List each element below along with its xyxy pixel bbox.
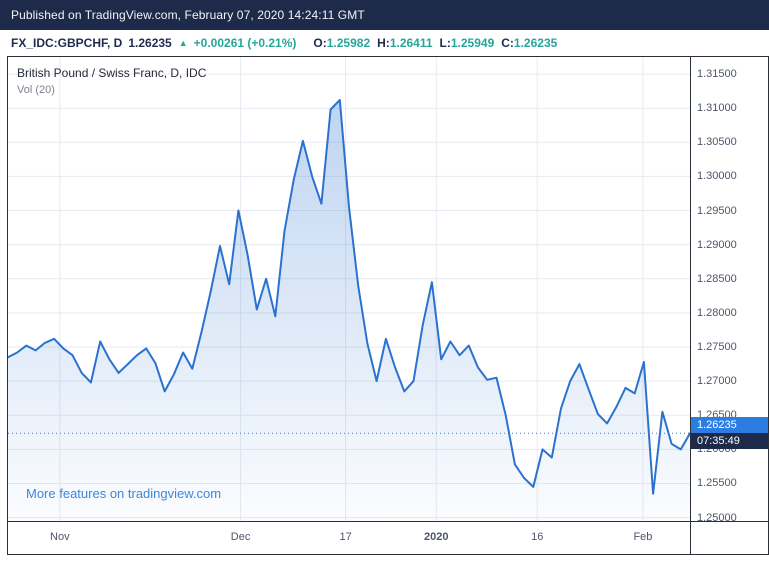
ohlc-high: H:1.26411 (377, 36, 432, 50)
ohlc-low-label: L: (439, 36, 451, 50)
time-scale-axis[interactable]: Nov Dec 17 2020 16 Feb (8, 521, 690, 554)
price-tick-label: 1.28500 (697, 272, 737, 285)
ohlc-low: L:1.25949 (440, 36, 495, 50)
symbol-name[interactable]: FX_IDC:GBPCHF, D (11, 36, 123, 50)
ohlc-high-label: H: (377, 36, 390, 50)
price-change: +0.00261 (+0.21%) (193, 36, 297, 50)
price-tick-label: 1.31500 (697, 68, 737, 81)
time-tick-label: 2020 (424, 531, 449, 543)
price-tick-label: 1.30500 (697, 136, 737, 149)
ohlc-close-label: C: (501, 36, 514, 50)
time-tick-label: Nov (50, 531, 70, 543)
price-tick-label: 1.25500 (697, 477, 737, 490)
ohlc-close: C:1.26235 (501, 36, 557, 50)
price-tick-label: 1.27000 (697, 375, 737, 388)
price-scale-axis[interactable]: 1.26235 07:35:49 1.31500 1.31000 1.30500 1.… (690, 57, 768, 521)
publish-bar: Published on TradingView.com, February 0… (0, 0, 769, 30)
price-tick-label: 1.25000 (697, 511, 737, 521)
ohlc-high-value: 1.26411 (389, 36, 433, 50)
ohlc-close-value: 1.26235 (513, 36, 558, 50)
price-tick-label: 1.29000 (697, 238, 737, 251)
axis-corner (690, 521, 768, 554)
tradingview-watermark-link[interactable]: More features on tradingview.com (26, 486, 222, 501)
chart-frame: British Pound / Swiss Franc, D, IDC Vol … (7, 56, 769, 555)
last-price: 1.26235 (128, 36, 172, 50)
last-price-badge: 1.26235 (691, 417, 768, 434)
price-tick-label: 1.30000 (697, 170, 737, 183)
price-tick-label: 1.28000 (697, 306, 737, 319)
time-tick-label: Feb (633, 531, 653, 543)
ohlc-open: O:1.25982 (313, 36, 370, 50)
price-area-series-svg (8, 57, 690, 521)
ohlc-group: O:1.25982 H:1.26411 L:1.25949 C:1.26235 (306, 36, 557, 50)
time-tick-label: 16 (531, 531, 544, 543)
bar-countdown-badge: 07:35:49 (691, 433, 768, 450)
time-tick-label: 17 (339, 531, 352, 543)
publish-bar-text: Published on TradingView.com, February 0… (11, 8, 365, 22)
price-up-triangle-icon: ▲ (178, 38, 188, 48)
price-tick-label: 1.31000 (697, 102, 737, 115)
price-tick-label: 1.27500 (697, 341, 737, 353)
price-chart-pane[interactable]: British Pound / Swiss Franc, D, IDC Vol … (8, 57, 690, 521)
symbol-info-bar: FX_IDC:GBPCHF, D 1.26235 ▲ +0.00261 (+0.… (0, 30, 769, 56)
ohlc-low-value: 1.25949 (450, 36, 495, 50)
time-tick-label: Dec (230, 531, 251, 543)
ohlc-open-label: O: (313, 36, 327, 50)
price-tick-label: 1.29500 (697, 204, 737, 217)
ohlc-open-value: 1.25982 (326, 36, 371, 50)
